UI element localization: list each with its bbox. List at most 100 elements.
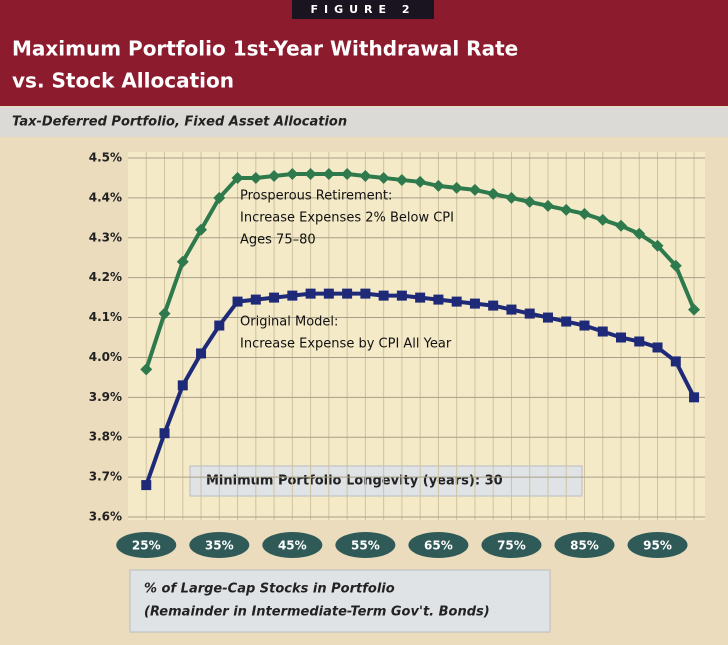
marker bbox=[415, 292, 426, 303]
series-label: Original Model: bbox=[240, 315, 338, 330]
y-tick-label: 4.3% bbox=[89, 230, 122, 244]
marker bbox=[523, 195, 536, 208]
marker bbox=[634, 336, 645, 347]
x-tick-marker bbox=[335, 532, 396, 558]
marker bbox=[596, 213, 609, 226]
marker bbox=[177, 380, 188, 391]
marker bbox=[141, 480, 152, 491]
subtitle-band bbox=[0, 107, 728, 137]
marker bbox=[450, 181, 463, 194]
marker bbox=[214, 320, 225, 331]
series-label: Increase Expense by CPI All Year bbox=[240, 337, 452, 352]
marker bbox=[414, 175, 427, 188]
marker bbox=[159, 428, 170, 439]
annotation: Minimum Portfolio Longevity (years): 30 bbox=[206, 474, 503, 489]
marker bbox=[323, 288, 334, 299]
marker bbox=[213, 191, 226, 204]
marker bbox=[689, 392, 700, 403]
x-tick-marker bbox=[262, 532, 323, 558]
marker bbox=[506, 304, 517, 315]
marker bbox=[579, 320, 590, 331]
marker bbox=[669, 259, 682, 272]
marker bbox=[616, 332, 627, 343]
marker bbox=[305, 288, 316, 299]
series-label: Increase Expenses 2% Below CPI bbox=[240, 211, 454, 226]
marker bbox=[287, 290, 298, 301]
marker bbox=[158, 307, 171, 320]
marker bbox=[286, 167, 299, 180]
marker bbox=[342, 288, 353, 299]
x-tick-marker bbox=[408, 532, 469, 558]
marker bbox=[433, 294, 444, 305]
marker bbox=[651, 239, 664, 252]
marker bbox=[561, 316, 572, 327]
y-tick-label: 4.0% bbox=[89, 350, 122, 364]
marker bbox=[360, 288, 371, 299]
marker bbox=[396, 290, 407, 301]
x-tick-label: 35% bbox=[205, 539, 234, 553]
chart-title: Maximum Portfolio 1st-Year Withdrawal Ra… bbox=[12, 37, 518, 61]
figure-label: FIGURE 2 bbox=[310, 3, 415, 16]
marker bbox=[597, 326, 608, 337]
x-tick-label: 65% bbox=[424, 539, 453, 553]
x-tick-marker bbox=[627, 532, 688, 558]
y-tick-label: 4.1% bbox=[89, 310, 122, 324]
plot-area bbox=[128, 152, 705, 520]
x-tick-label: 45% bbox=[278, 539, 307, 553]
marker bbox=[542, 312, 553, 323]
chart-title: vs. Stock Allocation bbox=[12, 69, 234, 93]
marker bbox=[432, 179, 445, 192]
x-axis-label: (Remainder in Intermediate-Term Gov't. B… bbox=[144, 605, 490, 620]
marker bbox=[451, 296, 462, 307]
marker bbox=[633, 227, 646, 240]
x-tick-marker bbox=[189, 532, 250, 558]
x-tick-label: 95% bbox=[643, 539, 672, 553]
series-label: Prosperous Retirement: bbox=[240, 189, 392, 204]
marker bbox=[688, 303, 701, 316]
marker bbox=[269, 292, 280, 303]
x-tick-label: 75% bbox=[497, 539, 526, 553]
x-tick-label: 55% bbox=[351, 539, 380, 553]
marker bbox=[195, 223, 208, 236]
marker bbox=[231, 171, 244, 184]
y-tick-label: 3.8% bbox=[89, 430, 122, 444]
y-tick-label: 3.7% bbox=[89, 470, 122, 484]
x-tick-label: 85% bbox=[570, 539, 599, 553]
x-label-box bbox=[129, 569, 551, 633]
marker bbox=[176, 255, 189, 268]
series-label: Ages 75–80 bbox=[240, 233, 316, 248]
y-tick-label: 4.4% bbox=[89, 190, 122, 204]
marker bbox=[652, 342, 663, 353]
marker bbox=[359, 169, 372, 182]
marker bbox=[395, 173, 408, 186]
marker bbox=[268, 169, 281, 182]
x-tick-label: 25% bbox=[132, 539, 161, 553]
x-axis-label: % of Large-Cap Stocks in Portfolio bbox=[144, 582, 395, 597]
marker bbox=[469, 298, 480, 309]
marker bbox=[487, 187, 500, 200]
marker bbox=[578, 207, 591, 220]
marker bbox=[140, 363, 153, 376]
marker bbox=[524, 308, 535, 319]
y-tick-label: 4.2% bbox=[89, 270, 122, 284]
marker bbox=[505, 191, 518, 204]
y-tick-label: 4.5% bbox=[89, 151, 122, 165]
y-tick-label: 3.9% bbox=[89, 390, 122, 404]
marker bbox=[232, 296, 243, 307]
marker bbox=[488, 300, 499, 311]
figure-label-box bbox=[292, 0, 434, 19]
marker bbox=[250, 294, 261, 305]
x-tick-marker bbox=[481, 532, 542, 558]
marker bbox=[541, 199, 554, 212]
marker bbox=[249, 171, 262, 184]
marker bbox=[670, 356, 681, 367]
y-tick-label: 3.6% bbox=[89, 510, 122, 524]
marker bbox=[378, 290, 389, 301]
marker bbox=[615, 219, 628, 232]
marker bbox=[322, 167, 335, 180]
marker bbox=[304, 167, 317, 180]
x-tick-marker bbox=[116, 532, 177, 558]
marker bbox=[560, 203, 573, 216]
